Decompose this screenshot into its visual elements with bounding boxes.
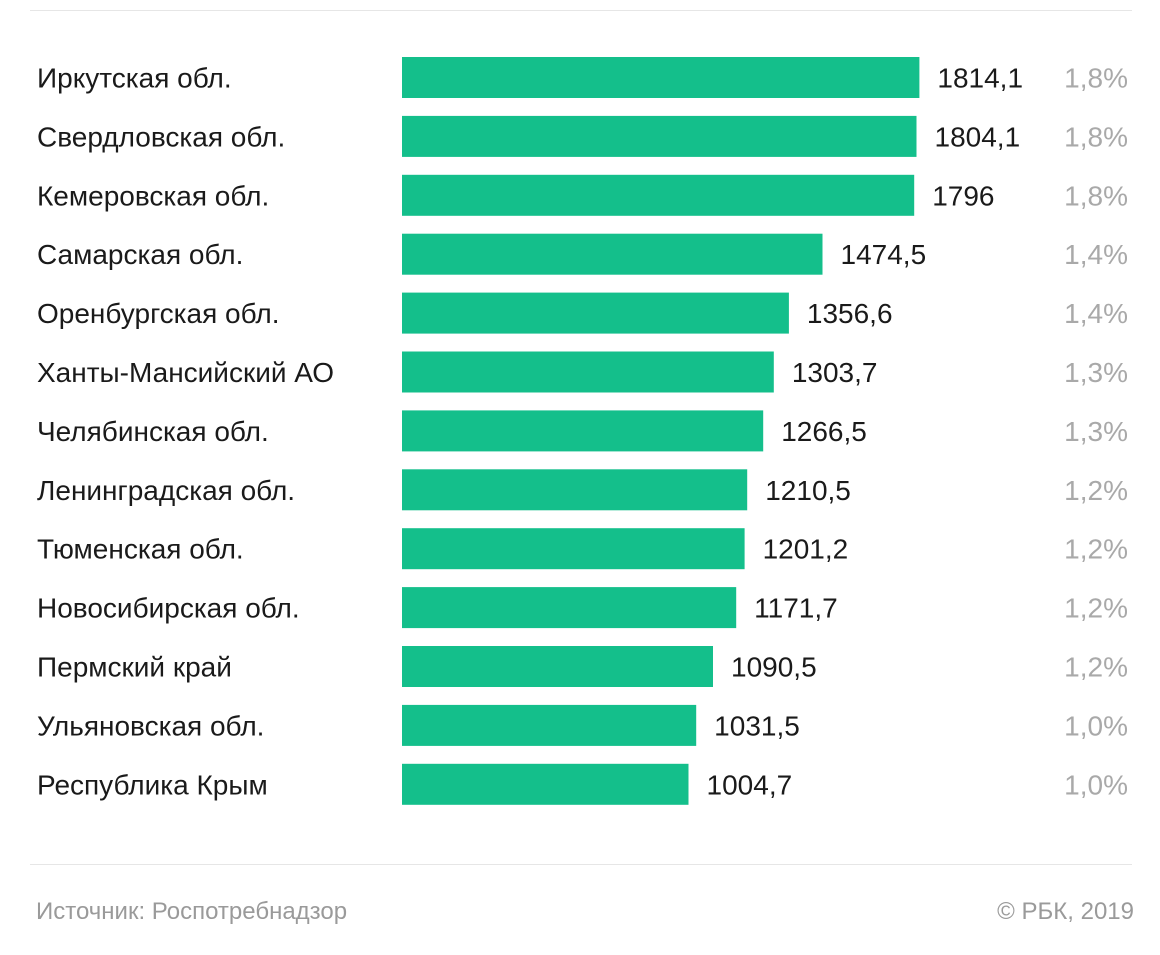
- copyright-note: © РБК, 2019: [997, 898, 1134, 925]
- bar: [402, 410, 764, 452]
- value-label: 1201,2: [763, 534, 849, 565]
- share-label: 1,0%: [1064, 710, 1128, 741]
- bar: [402, 57, 920, 98]
- value-label: 1210,5: [765, 475, 851, 506]
- share-label: 1,2%: [1064, 593, 1128, 624]
- value-label: 1796: [932, 180, 994, 211]
- bar: [402, 351, 774, 393]
- share-label: 1,3%: [1064, 357, 1128, 388]
- category-label: Ленинградская обл.: [37, 475, 295, 506]
- category-label: Челябинская обл.: [37, 416, 269, 447]
- value-label: 1171,7: [754, 593, 838, 624]
- value-label: 1031,5: [714, 710, 800, 741]
- category-label: Ханты-Мансийский АО: [37, 357, 334, 388]
- category-label: Свердловская обл.: [37, 121, 285, 152]
- value-label: 1804,1: [935, 121, 1021, 152]
- bar: [402, 292, 789, 334]
- value-label: 1266,5: [781, 416, 867, 447]
- share-label: 1,8%: [1064, 121, 1128, 152]
- top-divider: [30, 10, 1132, 11]
- share-label: 1,3%: [1064, 416, 1128, 447]
- share-label: 1,4%: [1064, 298, 1128, 329]
- value-label: 1814,1: [937, 63, 1023, 94]
- category-label: Самарская обл.: [37, 239, 243, 270]
- value-label: 1303,7: [792, 357, 878, 388]
- category-label: Республика Крым: [37, 769, 268, 800]
- bar-chart: Иркутская обл. 1814,1 1,8% Свердловская обл…: [37, 57, 1128, 805]
- bar: [402, 587, 737, 629]
- value-label: 1474,5: [841, 239, 927, 270]
- share-label: 1,2%: [1064, 534, 1128, 565]
- bar: [402, 763, 689, 805]
- share-label: 1,2%: [1064, 652, 1128, 683]
- bar: [402, 115, 917, 157]
- bar: [402, 528, 745, 570]
- bar: [402, 233, 823, 275]
- category-label: Тюменская обл.: [37, 534, 244, 565]
- share-label: 1,2%: [1064, 475, 1128, 506]
- bar: [402, 469, 748, 511]
- share-label: 1,0%: [1064, 769, 1128, 800]
- bar: [402, 646, 713, 687]
- category-label: Ульяновская обл.: [37, 710, 264, 741]
- category-label: Кемеровская обл.: [37, 180, 269, 211]
- source-note: Источник: Роспотребнадзор: [36, 898, 348, 925]
- bar: [402, 704, 697, 746]
- share-label: 1,8%: [1064, 63, 1128, 94]
- category-label: Иркутская обл.: [37, 63, 232, 94]
- bottom-divider: [30, 864, 1132, 865]
- value-label: 1004,7: [707, 769, 793, 800]
- category-label: Оренбургская обл.: [37, 298, 280, 329]
- value-label: 1356,6: [807, 298, 893, 329]
- value-label: 1090,5: [731, 652, 817, 683]
- share-label: 1,8%: [1064, 180, 1128, 211]
- category-label: Пермский край: [37, 652, 232, 683]
- category-label: Новосибирская обл.: [37, 593, 300, 624]
- share-label: 1,4%: [1064, 239, 1128, 270]
- bar: [402, 174, 915, 216]
